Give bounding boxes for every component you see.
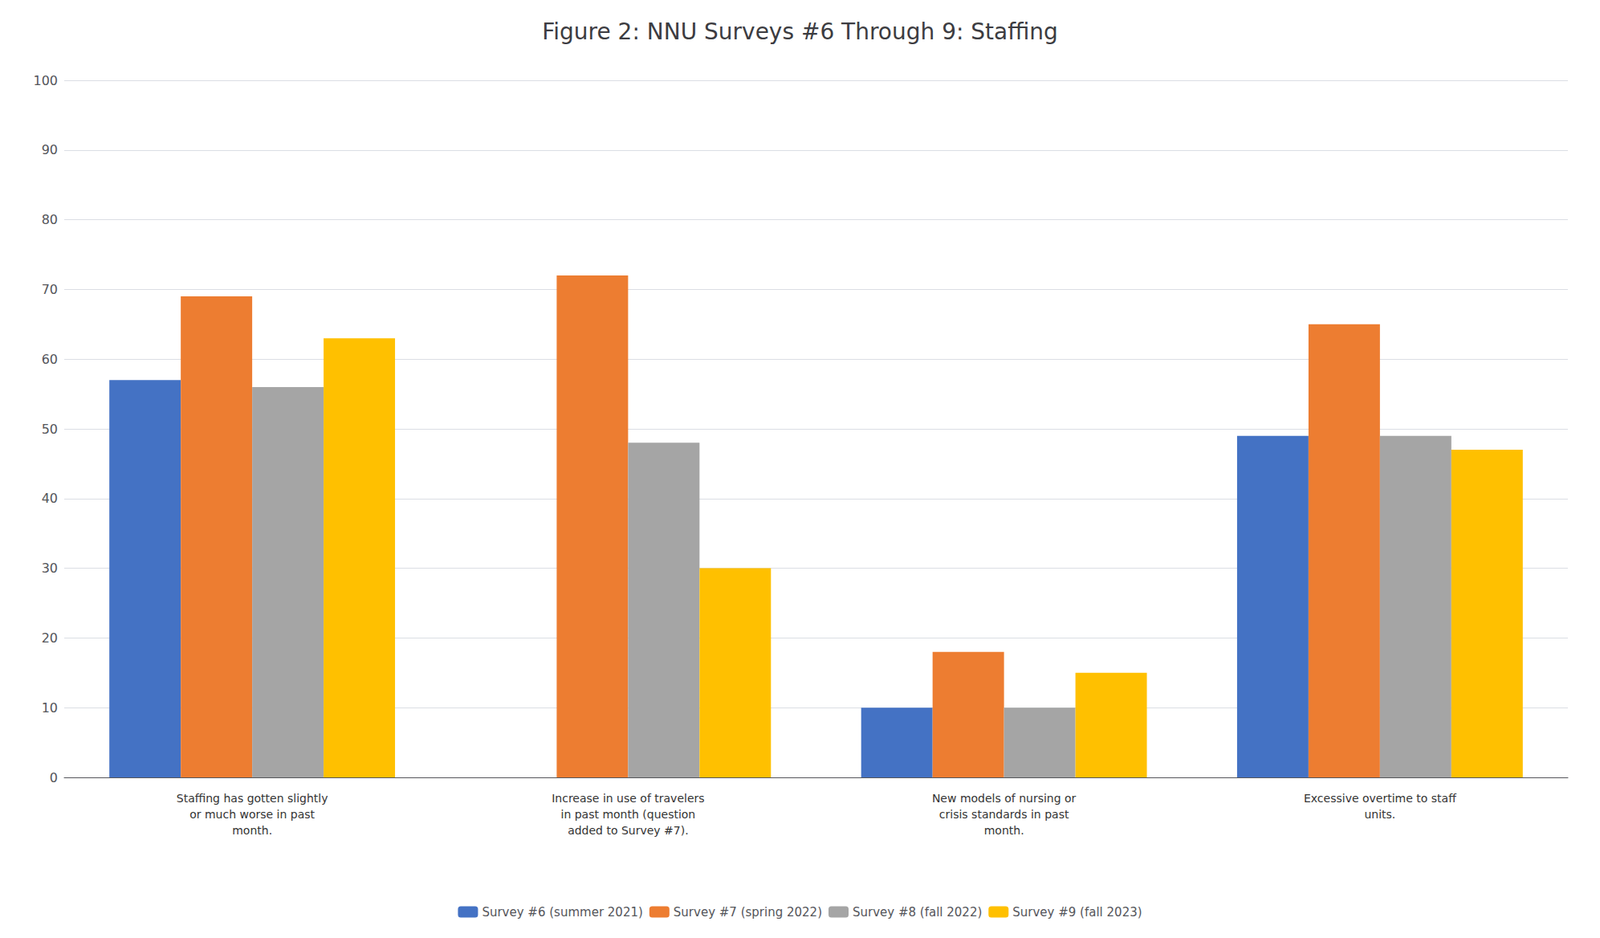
svg-text:Survey #8 (fall 2022): Survey #8 (fall 2022) (852, 904, 982, 920)
svg-text:or much worse in past: or much worse in past (189, 807, 315, 821)
svg-text:Excessive overtime to staff: Excessive overtime to staff (1303, 791, 1457, 805)
svg-text:10: 10 (41, 700, 58, 716)
svg-text:50: 50 (41, 421, 58, 437)
svg-text:in past month (question: in past month (question (561, 807, 697, 821)
svg-text:60: 60 (41, 351, 58, 367)
svg-text:20: 20 (41, 630, 58, 646)
svg-text:Survey #6 (summer 2021): Survey #6 (summer 2021) (481, 904, 643, 920)
svg-text:Figure 2: NNU Surveys #6 Throu: Figure 2: NNU Surveys #6 Through 9: Staf… (541, 18, 1059, 45)
svg-text:100: 100 (32, 73, 58, 89)
svg-text:month.: month. (984, 823, 1025, 837)
svg-text:month.: month. (232, 823, 273, 837)
svg-text:70: 70 (41, 281, 58, 298)
svg-text:units.: units. (1363, 807, 1396, 821)
svg-text:Staffing has gotten slightly: Staffing has gotten slightly (176, 791, 329, 805)
svg-text:80: 80 (41, 211, 58, 228)
svg-text:added to Survey #7).: added to Survey #7). (567, 823, 689, 837)
svg-text:30: 30 (41, 560, 58, 576)
svg-text:Survey #9 (fall 2023): Survey #9 (fall 2023) (1012, 904, 1142, 920)
svg-text:Increase in use of travelers: Increase in use of travelers (551, 791, 705, 805)
svg-text:40: 40 (41, 490, 58, 506)
svg-text:crisis standards in past: crisis standards in past (939, 807, 1070, 821)
svg-text:New models of nursing or: New models of nursing or (932, 791, 1077, 805)
svg-text:0: 0 (49, 769, 58, 786)
svg-text:Survey #7 (spring 2022): Survey #7 (spring 2022) (673, 904, 823, 920)
svg-text:90: 90 (41, 142, 58, 158)
